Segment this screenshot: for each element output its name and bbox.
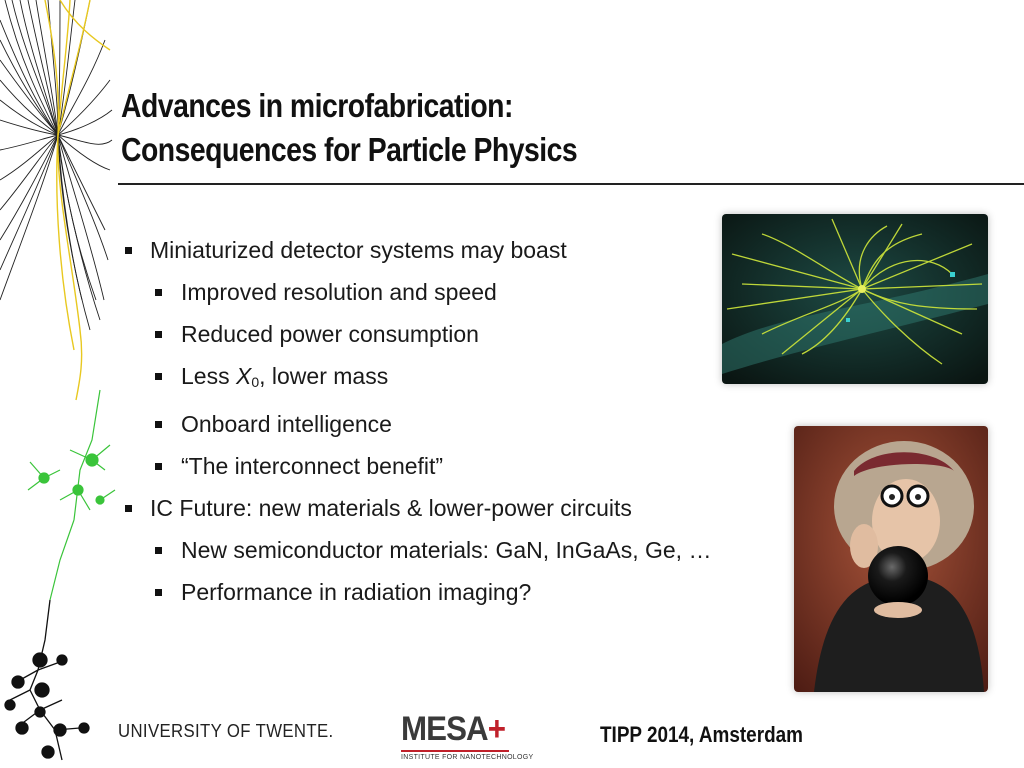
particle-collision-image	[722, 214, 988, 384]
sub-bullet-item: Improved resolution and speed	[122, 278, 782, 306]
slide-title: Advances in microfabrication: Consequenc…	[121, 84, 878, 172]
bullet-list: Miniaturized detector systems may boast …	[122, 236, 782, 620]
radiation-length-symbol: X	[235, 363, 252, 389]
bullet-marker	[155, 463, 162, 470]
bullet-item: Miniaturized detector systems may boast	[122, 236, 782, 264]
event-label: TIPP 2014, Amsterdam	[600, 722, 803, 747]
bullet-marker	[155, 289, 162, 296]
sub-bullet-item: Less X0, lower mass	[122, 362, 782, 396]
bullet-marker	[155, 421, 162, 428]
bullet-marker	[125, 247, 132, 254]
sub-bullet-item: “The interconnect benefit”	[122, 452, 782, 480]
title-line-1: Advances in microfabrication:	[121, 87, 513, 124]
sub-bullet-item: Onboard intelligence	[122, 410, 782, 438]
bullet-marker	[155, 547, 162, 554]
decorative-neuron-art	[0, 0, 116, 761]
sub-bullet-item: Reduced power consumption	[122, 320, 782, 348]
sub-bullet-item: New semiconductor materials: GaN, InGaAs…	[122, 536, 782, 564]
sub-bullet-item: Performance in radiation imaging?	[122, 578, 782, 606]
title-line-2: Consequences for Particle Physics	[121, 131, 578, 168]
bullet-marker	[155, 373, 162, 380]
university-of-twente-logo: UNIVERSITY OF TWENTE.	[118, 721, 334, 741]
fortune-teller-image	[794, 426, 988, 692]
title-divider	[118, 183, 1024, 185]
bullet-marker	[125, 505, 132, 512]
bullet-marker	[155, 331, 162, 338]
bullet-item: IC Future: new materials & lower-power c…	[122, 494, 782, 522]
bullet-marker	[155, 589, 162, 596]
mesa-plus-logo: MESA+ INSTITUTE FOR NANOTECHNOLOGY	[401, 710, 534, 761]
